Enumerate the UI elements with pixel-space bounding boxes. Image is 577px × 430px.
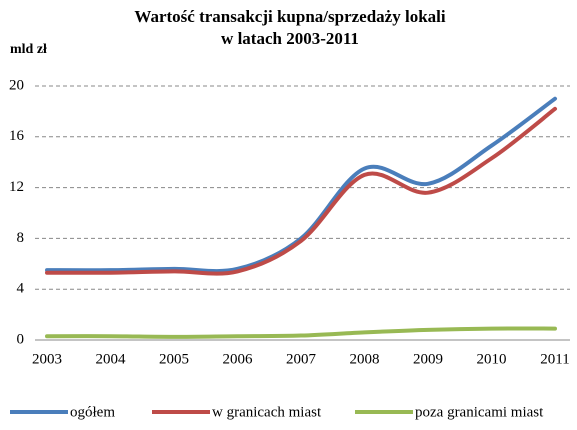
chart-title: w latach 2003-2011 [221, 29, 359, 48]
series-line [45, 106, 557, 276]
series-line [45, 96, 557, 274]
legend-label: w granicach miast [212, 404, 322, 420]
y-tick-label: 16 [9, 128, 25, 144]
y-axis-label: mld zł [10, 42, 47, 57]
y-tick-label: 20 [9, 77, 24, 93]
y-tick-label: 4 [17, 281, 25, 297]
x-tick-label: 2005 [159, 351, 189, 367]
x-tick-label: 2007 [286, 351, 317, 367]
x-tick-label: 2011 [540, 351, 569, 367]
x-tick-label: 2004 [96, 351, 127, 367]
x-tick-label: 2008 [350, 351, 380, 367]
y-tick-label: 8 [17, 230, 25, 246]
legend-label: ogółem [70, 404, 115, 420]
x-tick-label: 2003 [32, 351, 62, 367]
legend-label: poza granicami miast [415, 404, 544, 420]
x-tick-label: 2010 [477, 351, 507, 367]
y-tick-label: 12 [9, 179, 24, 195]
chart-title: Wartość transakcji kupna/sprzedaży lokal… [134, 7, 445, 26]
series-line [45, 326, 557, 339]
x-tick-label: 2006 [223, 351, 254, 367]
x-tick-label: 2009 [413, 351, 443, 367]
y-tick-label: 0 [17, 331, 25, 347]
